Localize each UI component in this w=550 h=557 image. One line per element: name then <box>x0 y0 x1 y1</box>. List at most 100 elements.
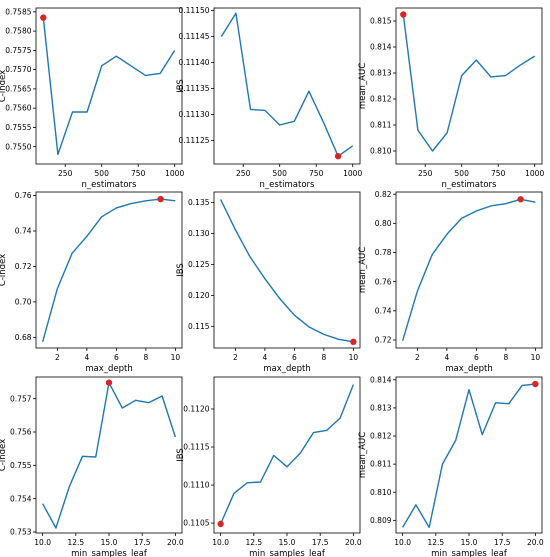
y-tick-label: 0.753 <box>10 528 32 537</box>
y-axis-label: mean_AUC <box>358 63 368 109</box>
y-tick-label: 0.7555 <box>5 123 31 132</box>
y-tick-label: 0.812 <box>370 432 392 441</box>
x-tick-label: 750 <box>131 169 146 178</box>
x-tick-label: 15.0 <box>279 538 296 547</box>
y-tick-label: 0.74 <box>375 306 392 315</box>
plot-frame <box>395 7 543 165</box>
y-tick-label: 0.130 <box>188 229 210 238</box>
x-tick-label: 20.0 <box>167 538 184 547</box>
x-axis-label: min_samples_leaf <box>71 549 148 557</box>
optimum-marker <box>350 338 357 346</box>
y-tick-label: 0.11145 <box>178 32 209 41</box>
series-line <box>402 14 536 152</box>
y-tick-label: 0.76 <box>15 191 32 200</box>
y-tick-label: 0.7560 <box>5 104 31 113</box>
chart-panel-6: 2 4 6 8 10 0.72 0.74 0.76 0.78 0.80 0.82 max_depth m… <box>358 190 543 374</box>
optimum-marker <box>517 196 524 203</box>
y-tick-label: 0.76 <box>375 277 392 286</box>
x-axis-label: max_depth <box>263 364 311 374</box>
y-tick-label: 0.814 <box>370 43 392 52</box>
series-line <box>402 383 536 529</box>
x-tick-label: 6 <box>474 353 479 362</box>
series-line <box>401 198 536 341</box>
y-tick-label: 0.815 <box>370 17 392 26</box>
x-axis-label: max_depth <box>445 364 493 374</box>
x-tick-label: 1000 <box>343 169 362 178</box>
x-tick-label: 17.5 <box>312 538 329 547</box>
x-tick-label: 20.0 <box>527 538 544 547</box>
plot-frame <box>35 376 183 534</box>
x-axis-label: n_estimators <box>260 180 316 190</box>
y-tick-label: 0.82 <box>375 190 392 199</box>
y-tick-label: 0.754 <box>10 494 32 503</box>
x-tick-label: 2 <box>55 353 60 362</box>
x-tick-label: 250 <box>236 169 251 178</box>
y-axis-label: C-index <box>0 254 8 286</box>
optimum-marker <box>217 520 224 528</box>
x-tick-label: 10 <box>531 353 541 362</box>
y-axis-label: mean_AUC <box>358 247 368 293</box>
optimum-marker <box>400 11 407 18</box>
y-tick-label: 0.810 <box>370 488 392 497</box>
y-axis-label: C-index <box>0 439 8 471</box>
plot-frame <box>395 191 543 349</box>
x-tick-label: 10.0 <box>212 538 229 547</box>
x-tick-label: 10.0 <box>394 538 411 547</box>
x-tick-label: 15.0 <box>461 538 478 547</box>
y-axis-label: IBS <box>176 263 186 277</box>
series-line <box>42 381 177 529</box>
optimum-marker <box>40 14 47 21</box>
x-tick-label: 250 <box>58 169 73 178</box>
chart-panel-2: 250 500 750 1000 0.11125 0.11130 0.11135 0.1114… <box>176 6 362 190</box>
y-tick-label: 0.120 <box>188 291 210 300</box>
x-axis-label: min_samples_leaf <box>431 549 508 557</box>
chart-panel-3: 250 500 750 1000 0.810 0.811 0.812 0.813 0.814 0.… <box>358 7 544 190</box>
plot-frame <box>35 191 183 349</box>
plot-frame <box>213 191 361 349</box>
chart-panel-4: 2 4 6 8 10 0.68 0.70 0.72 0.74 0.76 max_depth C-ind… <box>0 191 183 374</box>
x-tick-label: 8 <box>143 353 148 362</box>
x-tick-label: 2 <box>233 353 238 362</box>
series-line <box>42 17 176 156</box>
x-tick-label: 15.0 <box>101 538 118 547</box>
y-axis-label: mean_AUC <box>358 432 368 478</box>
x-axis-label: n_estimators <box>442 180 498 190</box>
optimum-marker <box>105 379 113 386</box>
optimum-marker <box>532 380 539 388</box>
plot-frame <box>213 7 361 165</box>
chart-panel-5: 2 4 6 8 10 0.115 0.120 0.125 0.130 0.135 max_depth… <box>176 191 361 374</box>
y-tick-label: 0.115 <box>188 322 210 331</box>
x-tick-label: 12.5 <box>427 538 444 547</box>
x-tick-label: 10.0 <box>34 538 51 547</box>
x-tick-label: 500 <box>455 169 470 178</box>
y-tick-label: 0.72 <box>375 336 392 345</box>
y-tick-label: 0.809 <box>370 516 392 525</box>
y-tick-label: 0.125 <box>188 260 210 269</box>
y-tick-label: 0.812 <box>370 95 392 104</box>
x-tick-label: 250 <box>418 169 433 178</box>
y-tick-label: 0.811 <box>370 460 392 469</box>
y-tick-label: 0.11125 <box>178 136 209 145</box>
y-tick-label: 0.11150 <box>178 6 209 15</box>
x-axis-label: max_depth <box>85 364 133 374</box>
y-tick-label: 0.755 <box>10 461 32 470</box>
y-tick-label: 0.7565 <box>5 84 31 93</box>
x-tick-label: 750 <box>309 169 324 178</box>
y-tick-label: 0.72 <box>15 262 32 271</box>
y-tick-label: 0.1120 <box>183 405 209 414</box>
chart-panel-1: 250 500 750 1000 0.7550 0.7555 0.7560 0.7565 0.7… <box>0 7 184 190</box>
y-tick-label: 0.11140 <box>178 58 209 67</box>
y-tick-label: 0.11135 <box>178 84 209 93</box>
x-tick-label: 12.5 <box>245 538 262 547</box>
y-tick-label: 0.80 <box>375 219 392 228</box>
y-tick-label: 0.1105 <box>183 519 209 528</box>
x-tick-label: 10 <box>171 353 181 362</box>
series-line <box>220 199 354 343</box>
y-tick-label: 0.70 <box>15 298 32 307</box>
chart-panel-9: 10.0 12.5 15.0 17.5 20.0 0.809 0.810 0.811 0.812… <box>358 375 544 557</box>
x-tick-label: 6 <box>114 353 119 362</box>
y-axis-label: IBS <box>176 448 186 462</box>
x-tick-label: 6 <box>292 353 297 362</box>
y-tick-label: 0.7575 <box>5 46 31 55</box>
